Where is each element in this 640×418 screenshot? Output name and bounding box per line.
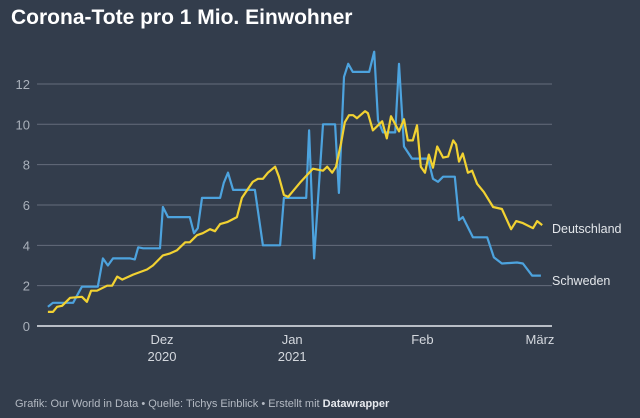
y-tick-label: 4 — [23, 238, 30, 253]
y-tick-label: 6 — [23, 198, 30, 213]
x-tick-label: Jan — [282, 332, 303, 347]
series-label-deutschland: Deutschland — [552, 222, 622, 236]
x-tick-label: März — [526, 332, 555, 347]
chart-title: Corona-Tote pro 1 Mio. Einwohner — [11, 6, 353, 29]
series-label-schweden: Schweden — [552, 274, 610, 288]
series-labels: Deutschland Schweden — [552, 222, 622, 288]
series-line-schweden — [47, 50, 541, 308]
y-tick-label: 10 — [16, 117, 30, 132]
y-tick-label: 0 — [23, 319, 30, 334]
series-line-deutschland — [47, 110, 543, 313]
footer-credits: Grafik: Our World in Data • Quelle: Tich… — [15, 398, 323, 410]
y-tick-label: 8 — [23, 158, 30, 173]
x-tick-sublabel: 2021 — [278, 349, 307, 364]
x-axis-labels: Dez 2020 Jan 2021 Feb März — [148, 332, 555, 364]
gridlines — [37, 83, 552, 327]
y-tick-label: 2 — [23, 279, 30, 294]
y-axis-labels: 0 2 4 6 8 10 12 — [16, 77, 30, 334]
y-tick-label: 12 — [16, 77, 30, 92]
x-tick-label: Feb — [411, 332, 433, 347]
x-tick-sublabel: 2020 — [148, 349, 177, 364]
series-lines — [47, 50, 543, 313]
footer: Grafik: Our World in Data • Quelle: Tich… — [15, 398, 389, 410]
x-tick-label: Dez — [150, 332, 173, 347]
datawrapper-link[interactable]: Datawrapper — [322, 398, 390, 410]
